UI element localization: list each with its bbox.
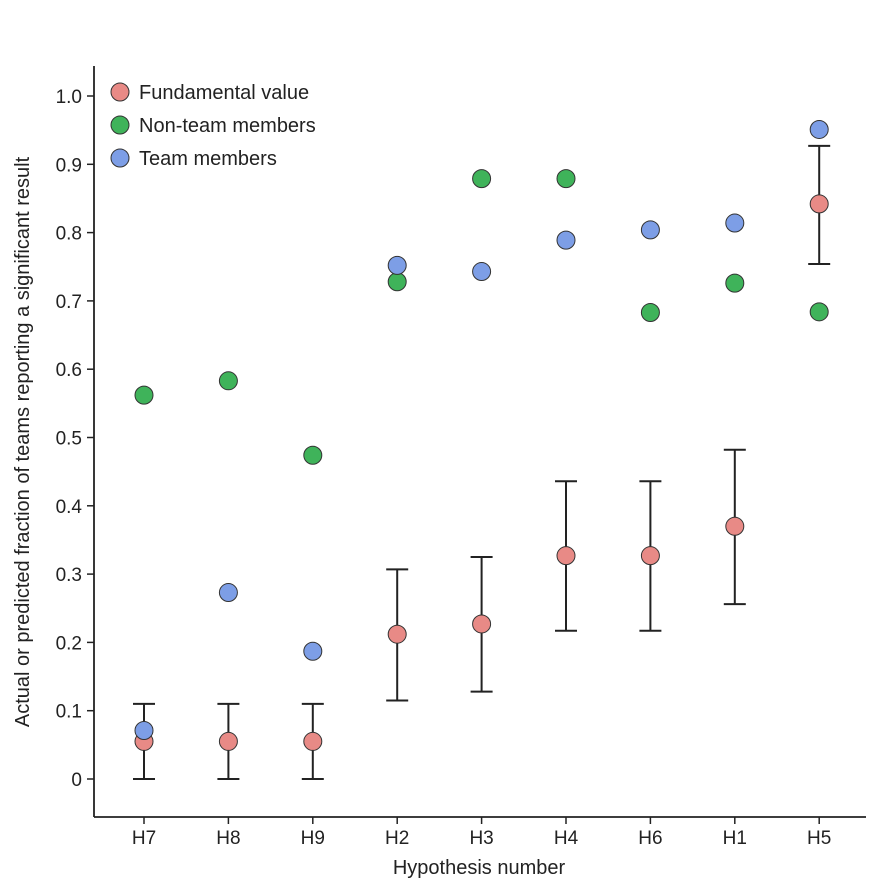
- point-non-team-members: [218, 371, 238, 391]
- y-tick-label: 0.9: [56, 155, 82, 176]
- point-fundamental-value: [303, 731, 323, 751]
- point-non-team-members: [640, 303, 660, 323]
- x-tick-label: H4: [554, 828, 579, 849]
- legend: Fundamental value Non-team members Team me…: [110, 82, 316, 170]
- y-tick-label: 0.4: [56, 497, 83, 518]
- x-tick-label: H9: [301, 828, 325, 849]
- x-tick-label: H6: [638, 828, 662, 849]
- x-tick-label: H8: [216, 828, 240, 849]
- x-axis-title: Hypothesis number: [393, 857, 566, 879]
- point-non-team-members: [134, 385, 154, 405]
- point-non-team-members: [556, 169, 576, 189]
- y-tick-label: 0: [71, 770, 82, 791]
- point-fundamental-value: [809, 194, 829, 214]
- legend-label: Non-team members: [139, 115, 316, 137]
- point-non-team-members: [725, 273, 745, 293]
- point-team-members: [387, 255, 407, 275]
- point-non-team-members: [387, 272, 407, 292]
- point-fundamental-value: [556, 546, 576, 566]
- y-tick-label: 0.3: [56, 565, 82, 586]
- y-tick-label: 0.7: [56, 292, 82, 313]
- point-team-members: [472, 262, 492, 282]
- point-team-members: [218, 583, 238, 603]
- point-team-members: [303, 641, 323, 661]
- data-points-group: [134, 119, 829, 751]
- y-tick-label: 0.5: [56, 429, 82, 450]
- x-tick-label: H3: [469, 828, 493, 849]
- point-team-members: [134, 721, 154, 741]
- point-team-members: [556, 230, 576, 250]
- point-non-team-members: [809, 302, 829, 322]
- point-non-team-members: [472, 169, 492, 189]
- y-axis-title: Actual or predicted fraction of teams re…: [12, 156, 34, 727]
- x-tick-label: H2: [385, 828, 409, 849]
- point-fundamental-value: [387, 624, 407, 644]
- y-tick-label: 0.1: [56, 702, 82, 723]
- y-tick-group: 0 0.1 0.2 0.3 0.4 0.5 0.6 0.7 0.8 0.9 1.0: [56, 87, 94, 791]
- x-tick-label: H7: [132, 828, 156, 849]
- x-tick-label: H5: [807, 828, 831, 849]
- y-tick-label: 0.8: [56, 224, 82, 245]
- point-fundamental-value: [640, 546, 660, 566]
- y-tick-label: 0.2: [56, 633, 82, 654]
- x-axis: H7 H8 H9 H2 H3 H4 H6 H1 H5: [94, 816, 866, 849]
- x-tick-group: H7 H8 H9 H2 H3 H4 H6 H1 H5: [132, 817, 831, 849]
- legend-marker: [110, 148, 130, 168]
- error-bar-group: [133, 144, 831, 780]
- point-non-team-members: [303, 445, 323, 465]
- point-team-members: [725, 213, 745, 233]
- legend-marker: [110, 82, 130, 102]
- point-fundamental-value: [218, 731, 238, 751]
- point-team-members: [640, 220, 660, 240]
- point-fundamental-value: [725, 516, 745, 536]
- y-axis: 0 0.1 0.2 0.3 0.4 0.5 0.6 0.7 0.8 0.9 1.0: [56, 66, 95, 817]
- legend-marker: [110, 115, 130, 135]
- legend-label: Team members: [139, 148, 277, 170]
- y-tick-label: 0.6: [56, 360, 82, 381]
- point-fundamental-value: [472, 614, 492, 634]
- x-tick-label: H1: [723, 828, 747, 849]
- y-tick-label: 1.0: [56, 87, 82, 108]
- point-team-members: [809, 119, 829, 139]
- legend-label: Fundamental value: [139, 82, 309, 104]
